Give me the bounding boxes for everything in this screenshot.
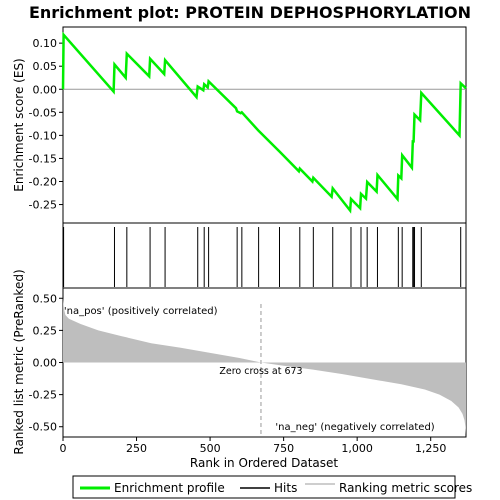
metric-y-tick-label: 0.50 [33, 292, 58, 305]
es-y-tick-label: -0.15 [29, 152, 57, 165]
es-y-tick-label: 0.10 [33, 37, 58, 50]
positive-correlation-label: 'na_pos' (positively correlated) [64, 306, 218, 317]
metric-y-tick-label: -0.50 [29, 421, 57, 434]
metric-y-tick-label: 0.00 [33, 357, 58, 370]
x-tick-label: 1,000 [341, 442, 373, 455]
es-y-tick-label: 0.05 [33, 60, 58, 73]
metric-panel: 0.50 0.25 0.00 -0.25 -0.50 0 250 500 750 1,000 1,… [12, 269, 467, 470]
metric-y-axis-ticks: 0.50 0.25 0.00 -0.25 -0.50 [29, 292, 63, 434]
x-tick-label: 250 [126, 442, 147, 455]
es-y-axis-ticks: 0.10 0.05 0.00 -0.05 -0.10 -0.15 -0.20 -0.25 [29, 37, 63, 212]
metric-y-tick-label: 0.25 [33, 324, 58, 337]
es-y-tick-label: -0.25 [29, 199, 57, 212]
x-tick-label: 750 [273, 442, 294, 455]
legend: Enrichment profile Hits Ranking metric s… [72, 475, 472, 499]
x-tick-label: 0 [60, 442, 67, 455]
es-y-tick-label: -0.10 [29, 129, 57, 142]
hit-lines [63, 227, 462, 287]
legend-label-enrichment-profile: Enrichment profile [114, 481, 225, 495]
legend-box [72, 475, 456, 499]
negative-correlation-label: 'na_neg' (negatively correlated) [275, 422, 434, 433]
es-y-axis-label: Enrichment score (ES) [12, 58, 26, 191]
es-y-tick-label: 0.00 [33, 83, 58, 96]
ranking-metric-area [63, 298, 466, 435]
es-y-tick-label: -0.20 [29, 175, 57, 188]
hits-panel [62, 222, 467, 289]
es-panel-frame [62, 26, 467, 224]
metric-x-axis-ticks: 0 250 500 750 1,000 1,250 [60, 437, 447, 455]
x-tick-label: 1,250 [415, 442, 447, 455]
x-axis-label: Rank in Ordered Dataset [190, 456, 338, 470]
metric-y-tick-label: -0.25 [29, 389, 57, 402]
legend-label-ranking-metric: Ranking metric scores [339, 481, 472, 495]
legend-label-hits: Hits [274, 481, 297, 495]
hits-panel-frame [62, 222, 467, 289]
es-y-tick-label: -0.05 [29, 106, 57, 119]
zero-cross-label: Zero cross at 673 [219, 366, 302, 377]
chart-title: Enrichment plot: PROTEIN DEPHOSPHORYLATI… [29, 3, 471, 22]
x-tick-label: 500 [200, 442, 221, 455]
metric-y-axis-label: Ranked list metric (PreRanked) [12, 269, 26, 454]
enrichment-profile-line [61, 31, 467, 214]
es-panel: 0.10 0.05 0.00 -0.05 -0.10 -0.15 -0.20 -0.25 En… [12, 26, 467, 224]
